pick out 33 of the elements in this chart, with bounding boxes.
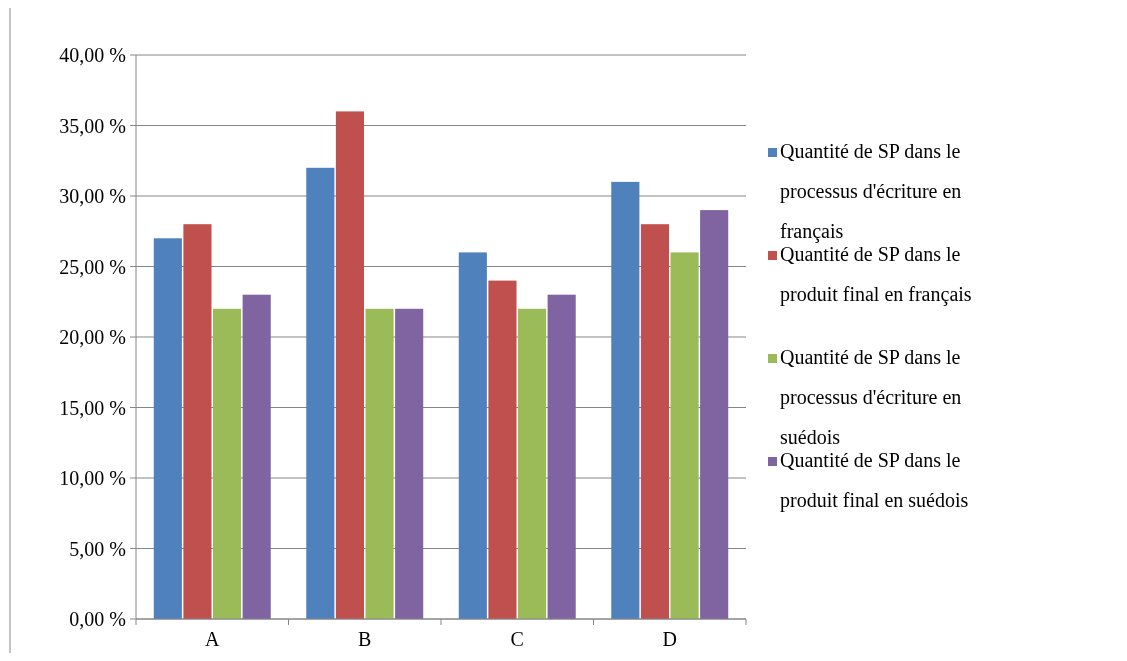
x-tick-label: A (205, 628, 221, 650)
x-tick-label: B (358, 628, 372, 650)
bar (700, 210, 729, 619)
bar (640, 224, 670, 619)
bar (611, 181, 640, 619)
bar (212, 308, 242, 619)
y-tick-label: 0,00 % (69, 608, 126, 630)
y-tick-label: 15,00 % (59, 396, 126, 419)
bar (365, 308, 394, 619)
bar (153, 238, 182, 619)
y-tick-label: 40,00 % (59, 44, 126, 66)
y-tick-label: 25,00 % (59, 255, 126, 278)
bar (242, 294, 271, 619)
y-tick-label: 5,00 % (69, 537, 126, 560)
bar (395, 308, 424, 619)
legend-label: Quantité de SP dans le processus d'écriture en français (780, 140, 962, 243)
y-tick-label: 30,00 % (59, 185, 126, 207)
bar (547, 294, 576, 619)
bar (670, 252, 699, 619)
legend-label: Quantité de SP dans le produit final en français (780, 243, 972, 306)
x-tick-label: D (662, 628, 677, 650)
bar (306, 167, 335, 619)
bar (517, 308, 547, 619)
x-tick-label: C (510, 628, 524, 650)
bar (183, 224, 212, 619)
y-tick-label: 35,00 % (59, 114, 126, 137)
legend-label: Quantité de SP dans le produit final en suédois (780, 449, 969, 512)
y-tick-label: 20,00 % (59, 326, 126, 348)
y-tick-label: 10,00 % (59, 467, 126, 489)
bar (488, 280, 517, 619)
legend-label: Quantité de SP dans le processus d'écriture en suédois (780, 346, 962, 448)
bar (335, 111, 365, 619)
bar (458, 252, 487, 619)
